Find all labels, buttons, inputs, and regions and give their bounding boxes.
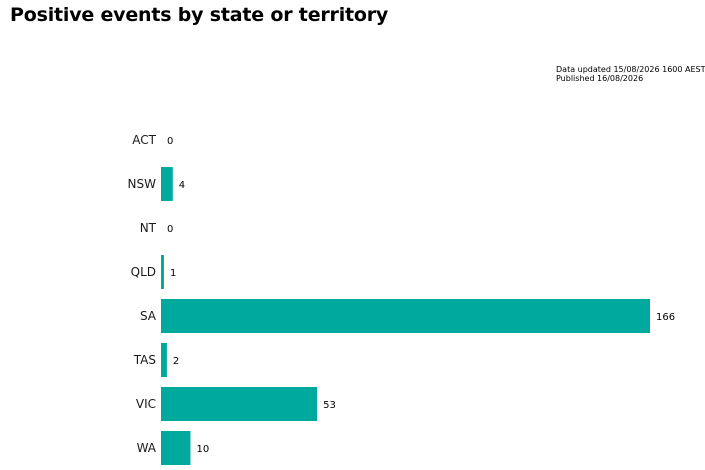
category-label: ACT bbox=[132, 133, 156, 147]
bar-sa bbox=[161, 299, 650, 333]
bar-nsw bbox=[161, 167, 173, 201]
published-text: Published 16/08/2026 bbox=[556, 74, 644, 83]
update-info: Data updated 15/08/2026 1600 AEST Publis… bbox=[556, 65, 705, 83]
value-label: 10 bbox=[196, 444, 209, 455]
category-label: NT bbox=[140, 221, 157, 235]
value-label: 1 bbox=[170, 268, 176, 279]
value-label: 166 bbox=[656, 312, 675, 323]
bar-qld bbox=[161, 255, 164, 289]
category-label: TAS bbox=[133, 353, 156, 367]
bar-wa bbox=[161, 431, 191, 465]
value-label: 0 bbox=[167, 224, 173, 235]
category-label: NSW bbox=[128, 177, 157, 191]
category-label: VIC bbox=[136, 397, 156, 411]
category-label: WA bbox=[137, 441, 157, 455]
value-label: 0 bbox=[167, 136, 173, 147]
data-updated-text: Data updated 15/08/2026 1600 AEST bbox=[556, 65, 705, 74]
value-label: 53 bbox=[323, 400, 336, 411]
value-label: 2 bbox=[173, 356, 179, 367]
category-label: SA bbox=[140, 309, 157, 323]
bar-tas bbox=[161, 343, 167, 377]
category-label: QLD bbox=[131, 265, 156, 279]
bar-vic bbox=[161, 387, 318, 421]
chart-title: Positive events by state or territory bbox=[10, 4, 389, 26]
value-label: 4 bbox=[179, 180, 185, 191]
